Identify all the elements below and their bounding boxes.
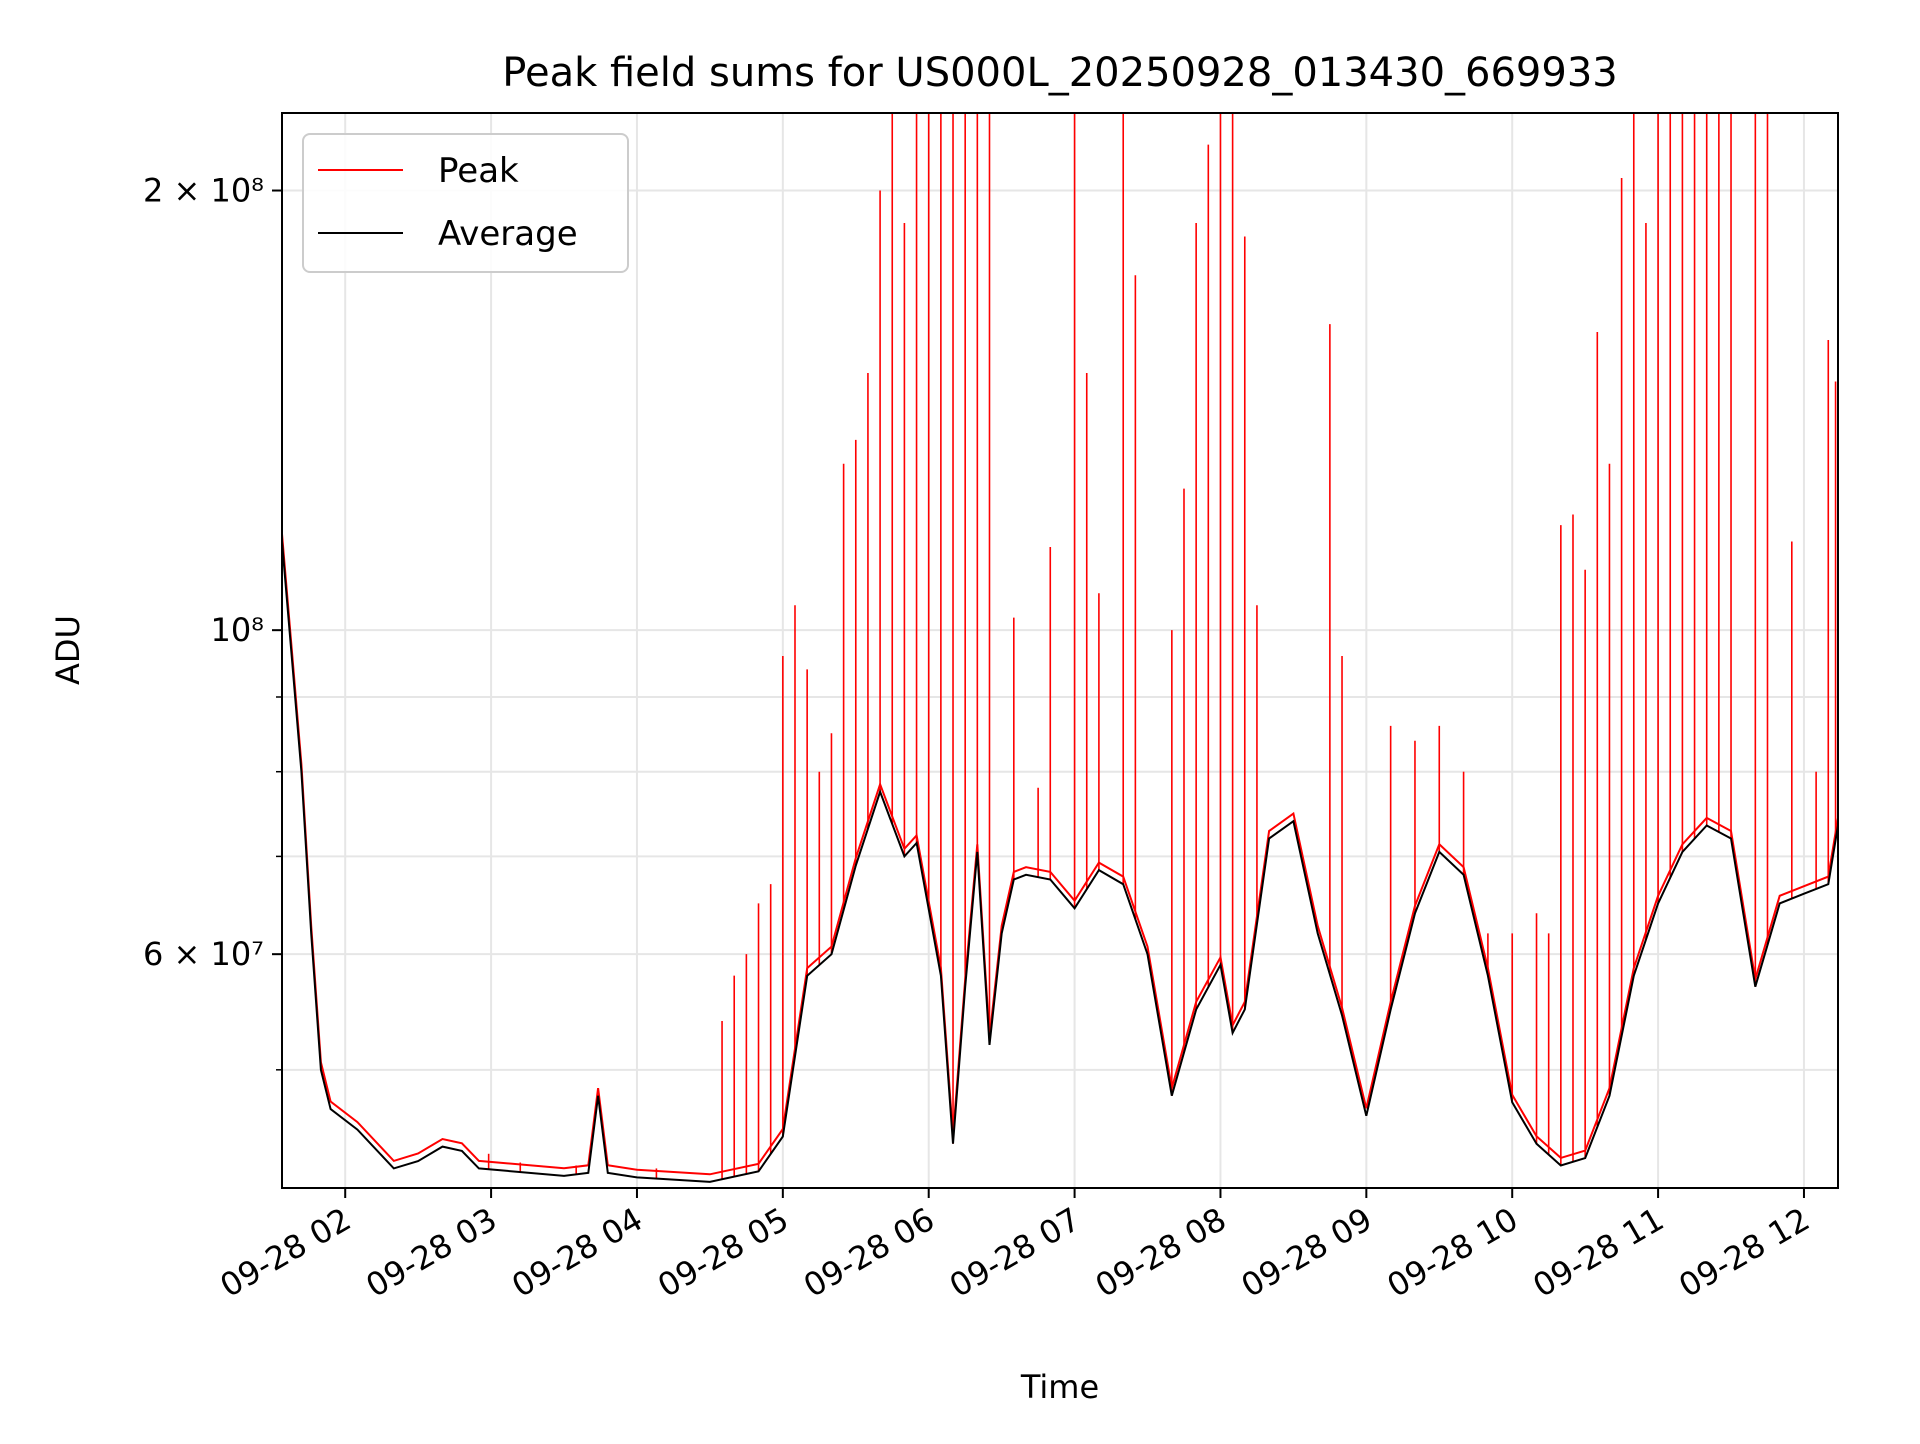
legend: Peak Average [302,133,629,273]
y-tick-label: 2 × 10⁸ [143,172,264,210]
legend-label-average: Average [438,214,578,254]
average-series-line [282,541,1838,1183]
peak-series-layer [282,113,1838,1180]
legend-label-peak: Peak [438,151,519,191]
chart-title: Peak field sums for US000L_20250928_0134… [502,50,1617,96]
y-tick-label: 10⁸ [210,611,264,649]
legend-box [302,133,629,273]
average-series-layer [282,541,1838,1183]
x-axis-label: Time [1020,1368,1099,1406]
y-axis-label: ADU [49,615,87,685]
y-axis-ticks: 6 × 10⁷ 10⁸ 2 × 10⁸ [143,172,282,1071]
plot-frame [281,112,1839,1189]
y-tick-label: 6 × 10⁷ [143,935,264,973]
